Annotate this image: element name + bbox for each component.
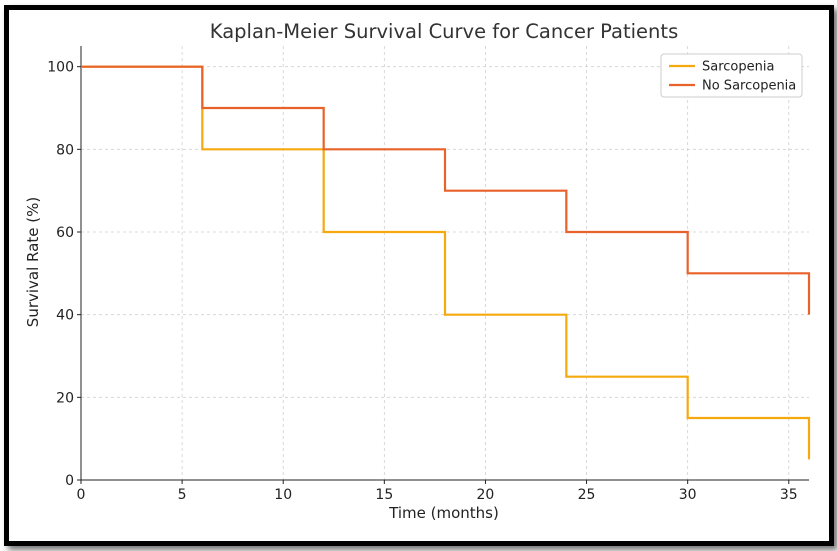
x-axis-label: Time (months) xyxy=(388,504,499,522)
y-axis-ticks: 0 20 40 60 80 100 xyxy=(47,60,81,489)
legend-label: No Sarcopenia xyxy=(702,79,796,94)
x-tick-label: 10 xyxy=(274,487,292,503)
x-tick-label: 30 xyxy=(679,487,697,503)
y-tick-label: 80 xyxy=(56,142,74,158)
x-tick-label: 5 xyxy=(178,487,187,503)
x-axis-ticks: 0 5 10 15 20 25 30 35 xyxy=(77,480,798,503)
y-tick-label: 0 xyxy=(65,473,74,489)
y-tick-label: 60 xyxy=(56,225,74,241)
x-tick-label: 35 xyxy=(780,487,798,503)
x-tick-label: 0 xyxy=(77,487,86,503)
y-tick-label: 20 xyxy=(56,390,74,406)
y-axis-label: Survival Rate (%) xyxy=(24,197,42,327)
legend-label: Sarcopenia xyxy=(702,60,774,75)
y-tick-label: 40 xyxy=(56,308,74,324)
x-tick-label: 15 xyxy=(375,487,393,503)
y-tick-label: 100 xyxy=(47,60,74,76)
legend-box xyxy=(660,53,803,98)
chart-title: Kaplan-Meier Survival Curve for Cancer P… xyxy=(210,20,678,43)
x-tick-label: 25 xyxy=(578,487,596,503)
legend: Sarcopenia No Sarcopenia xyxy=(660,53,803,98)
series-line-sarcopenia xyxy=(81,65,811,460)
series-lines xyxy=(81,65,811,460)
series-line-no-sarcopenia xyxy=(81,65,811,315)
x-tick-label: 20 xyxy=(477,487,495,503)
